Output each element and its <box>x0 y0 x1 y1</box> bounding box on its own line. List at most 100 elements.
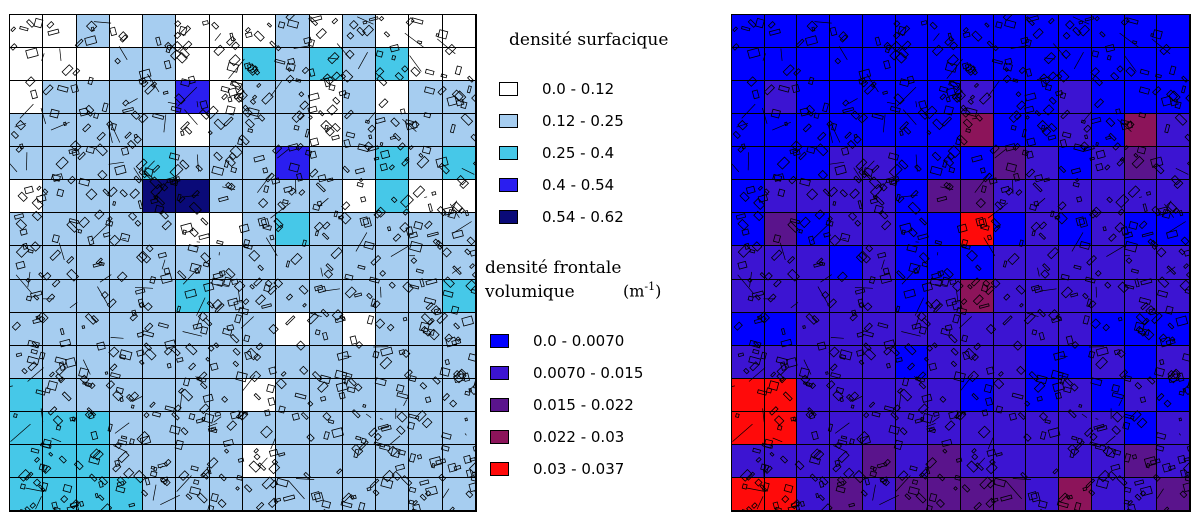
map-cell <box>1091 411 1125 445</box>
map-cell <box>993 180 1027 214</box>
map-cell <box>143 246 177 280</box>
map-cell <box>862 15 896 49</box>
legend-frontal-title-line1: densité frontale <box>485 258 622 278</box>
map-cell <box>1059 81 1092 115</box>
map-cell <box>1124 378 1158 412</box>
map-cell <box>961 114 994 148</box>
map-cell <box>797 213 831 247</box>
map-cell <box>242 180 277 214</box>
map-cell <box>143 279 177 313</box>
map-cell <box>1026 15 1060 49</box>
map-cell <box>176 147 210 181</box>
map-cell <box>1026 279 1060 313</box>
map-cell <box>342 312 377 346</box>
map-cell <box>1026 477 1060 511</box>
map-cell <box>928 477 961 511</box>
map-cell <box>895 48 929 82</box>
map-cell <box>376 411 410 445</box>
map-cell <box>1091 81 1125 115</box>
map-cell <box>109 180 144 214</box>
map-cell <box>732 312 765 346</box>
map-cell <box>1091 345 1125 379</box>
legend-frontal-label: 0.022 - 0.03 <box>533 428 625 446</box>
map-cell <box>276 180 310 214</box>
map-cell <box>176 246 210 280</box>
map-cell <box>862 213 896 247</box>
map-cell <box>928 411 961 445</box>
map-cell <box>961 180 994 214</box>
map-cell <box>1059 213 1092 247</box>
map-cell <box>176 114 210 148</box>
map-cell <box>209 312 243 346</box>
map-cell <box>732 81 765 115</box>
map-cell <box>43 411 77 445</box>
map-cell <box>1059 15 1092 49</box>
map-cell <box>862 114 896 148</box>
map-cell <box>1124 213 1158 247</box>
map-cell <box>1091 312 1125 346</box>
map-cell <box>209 213 243 247</box>
map-cell <box>1124 477 1158 511</box>
map-cell <box>43 15 77 49</box>
map-cell <box>961 81 994 115</box>
map-cell <box>961 444 994 478</box>
map-cell <box>862 81 896 115</box>
legend-frontal-swatch <box>490 334 509 348</box>
map-cell <box>309 477 343 511</box>
map-cell <box>862 180 896 214</box>
map-cell <box>276 246 310 280</box>
map-cell <box>409 246 443 280</box>
map-cell <box>862 48 896 82</box>
map-cell <box>409 15 443 49</box>
map-cell <box>732 378 765 412</box>
map-cell <box>764 180 798 214</box>
map-cell <box>862 444 896 478</box>
map-cell <box>10 279 44 313</box>
map-cell <box>1124 246 1158 280</box>
map-cell <box>862 147 896 181</box>
map-cell <box>43 180 77 214</box>
map-cell <box>176 15 210 49</box>
map-cell <box>143 345 177 379</box>
map-cell <box>830 246 863 280</box>
map-cell <box>928 180 961 214</box>
map-cell <box>10 378 44 412</box>
map-cell <box>1157 81 1190 115</box>
map-cell <box>109 378 144 412</box>
map-cell <box>309 213 343 247</box>
map-cell <box>862 279 896 313</box>
map-cell <box>1124 444 1158 478</box>
map-cell <box>143 213 177 247</box>
map-cell <box>830 114 863 148</box>
legend-surface-swatch <box>499 146 518 160</box>
map-cell <box>1157 345 1190 379</box>
legend-surface-title: densité surfacique <box>509 30 669 50</box>
map-cell <box>732 147 765 181</box>
map-cell <box>1091 147 1125 181</box>
map-cell <box>961 345 994 379</box>
map-cell <box>895 411 929 445</box>
map-cell <box>409 279 443 313</box>
map-cell <box>928 279 961 313</box>
map-cell <box>1091 48 1125 82</box>
map-cell <box>732 444 765 478</box>
map-cell <box>732 213 765 247</box>
map-cell <box>830 279 863 313</box>
legend-surface-density: densité surfacique 0.0 - 0.12 0.12 - 0.25… <box>492 30 712 230</box>
map-cell <box>342 279 377 313</box>
map-cell <box>76 246 110 280</box>
map-cell <box>109 312 144 346</box>
map-cell <box>10 48 44 82</box>
map-cell <box>409 114 443 148</box>
map-cell <box>176 48 210 82</box>
map-cell <box>764 246 798 280</box>
map-cell <box>143 378 177 412</box>
map-cell <box>309 378 343 412</box>
map-cell <box>109 15 144 49</box>
map-cell <box>993 279 1027 313</box>
map-cell <box>442 246 476 280</box>
map-cell <box>1124 312 1158 346</box>
map-cell <box>961 15 994 49</box>
map-cell <box>109 48 144 82</box>
map-cell <box>993 48 1027 82</box>
